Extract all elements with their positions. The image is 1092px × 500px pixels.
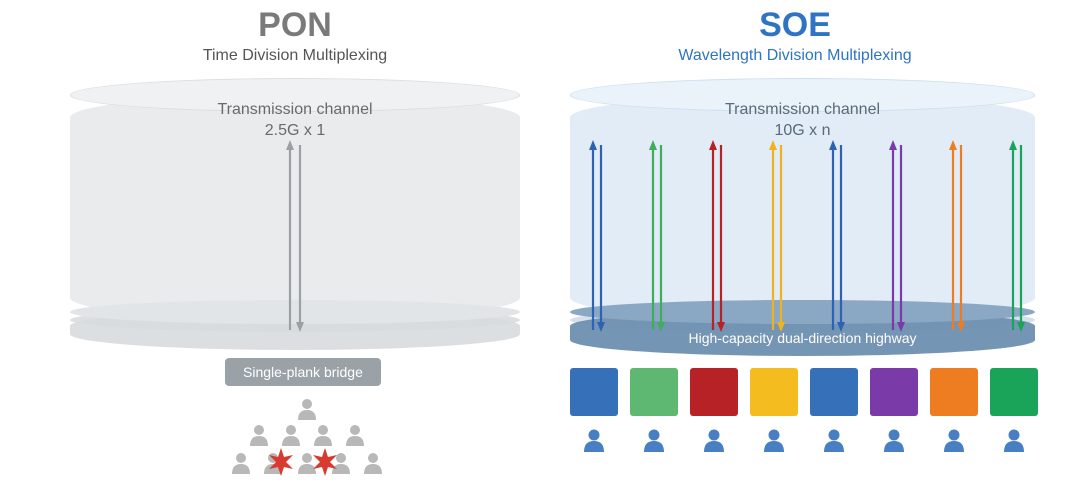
crowd-user-icon: [312, 424, 334, 446]
soe-arrow-pair: [946, 140, 968, 335]
crowd-user-icon: [230, 452, 252, 474]
soe-arrow-pair: [826, 140, 848, 335]
collision-icon: [311, 448, 339, 476]
soe-title: SOE: [560, 6, 1030, 45]
soe-user-icon: [882, 428, 906, 457]
soe-color-box: [630, 368, 678, 416]
soe-color-box: [690, 368, 738, 416]
crowd-user-icon: [344, 424, 366, 446]
soe-user-icon: [582, 428, 606, 457]
soe-user-icon: [822, 428, 846, 457]
soe-color-box: [570, 368, 618, 416]
soe-panel: SOE Wavelength Division Multiplexing: [560, 0, 1030, 65]
soe-color-box: [810, 368, 858, 416]
soe-user-icon: [942, 428, 966, 457]
pon-channel-line2: 2.5G x 1: [265, 122, 325, 139]
pon-badge: Single-plank bridge: [225, 358, 381, 386]
soe-arrow-pair: [766, 140, 788, 335]
crowd-user-icon: [362, 452, 384, 474]
pon-channel-text: Transmission channel 2.5G x 1: [70, 100, 520, 142]
pon-arrow-pair: [280, 140, 310, 335]
soe-color-box: [870, 368, 918, 416]
soe-channel-line2: 10G x n: [774, 122, 830, 139]
soe-subtitle: Wavelength Division Multiplexing: [560, 47, 1030, 65]
soe-arrow-pair: [646, 140, 668, 335]
soe-arrow-pair: [706, 140, 728, 335]
pon-badge-text: Single-plank bridge: [243, 364, 363, 380]
soe-channel-text: Transmission channel 10G x n: [570, 100, 1035, 142]
pon-title: PON: [60, 6, 530, 45]
crowd-user-icon: [248, 424, 270, 446]
crowd-user-icon: [280, 424, 302, 446]
collision-icon: [267, 448, 295, 476]
pon-subtitle: Time Division Multiplexing: [60, 47, 530, 65]
soe-color-box: [990, 368, 1038, 416]
soe-color-box: [750, 368, 798, 416]
soe-arrow-pair: [586, 140, 608, 335]
soe-arrow-pair: [886, 140, 908, 335]
soe-user-icon: [1002, 428, 1026, 457]
soe-user-icon: [762, 428, 786, 457]
soe-user-icon: [642, 428, 666, 457]
soe-user-icon: [702, 428, 726, 457]
pon-channel-line1: Transmission channel: [217, 101, 372, 118]
pon-panel: PON Time Division Multiplexing: [60, 0, 530, 65]
soe-color-box: [930, 368, 978, 416]
crowd-user-icon: [296, 398, 318, 420]
soe-arrow-pair: [1006, 140, 1028, 335]
soe-channel-line1: Transmission channel: [725, 101, 880, 118]
